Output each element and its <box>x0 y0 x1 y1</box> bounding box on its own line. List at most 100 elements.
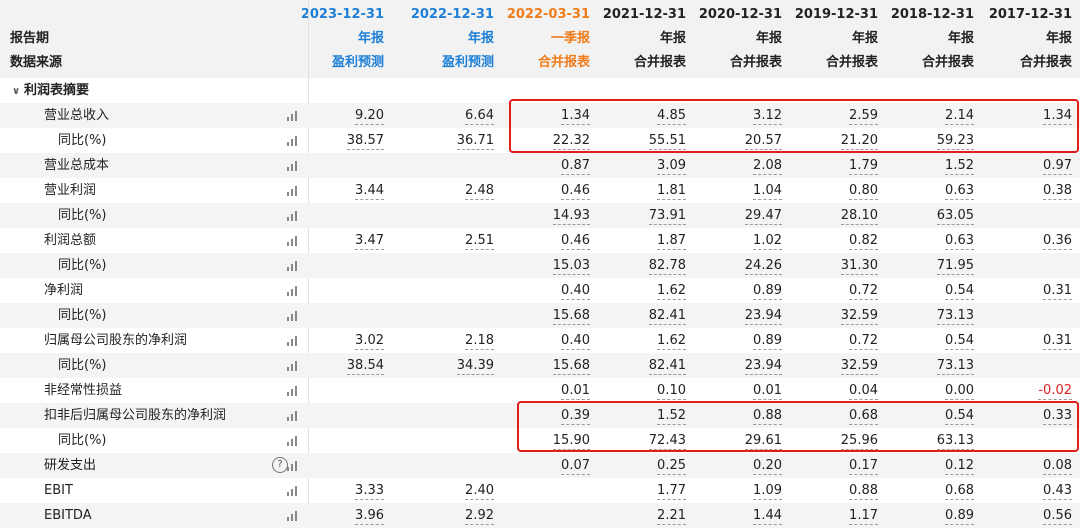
value-cell[interactable]: 0.54 <box>884 278 974 303</box>
value-cell[interactable] <box>404 153 494 178</box>
value-cell[interactable]: 0.33 <box>982 403 1072 428</box>
value-cell[interactable]: 23.94 <box>692 303 782 328</box>
value-cell[interactable]: 20.57 <box>692 128 782 153</box>
value-cell[interactable] <box>404 403 494 428</box>
value-cell[interactable] <box>404 453 494 478</box>
value-cell[interactable]: 0.40 <box>500 278 590 303</box>
value-cell[interactable] <box>294 428 384 453</box>
value-cell[interactable]: 0.31 <box>982 328 1072 353</box>
bar-chart-icon[interactable] <box>287 486 299 496</box>
value-cell[interactable]: 32.59 <box>788 303 878 328</box>
value-cell[interactable]: 38.57 <box>294 128 384 153</box>
bar-chart-icon[interactable] <box>287 336 299 346</box>
value-cell[interactable]: 0.10 <box>596 378 686 403</box>
value-cell[interactable]: 0.82 <box>788 228 878 253</box>
value-cell[interactable]: 36.71 <box>404 128 494 153</box>
value-cell[interactable]: 0.89 <box>692 328 782 353</box>
value-cell[interactable]: 15.03 <box>500 253 590 278</box>
value-cell[interactable]: 21.20 <box>788 128 878 153</box>
value-cell[interactable]: -0.02 <box>982 378 1072 403</box>
value-cell[interactable]: 6.64 <box>404 103 494 128</box>
value-cell[interactable]: 1.62 <box>596 328 686 353</box>
value-cell[interactable]: 1.02 <box>692 228 782 253</box>
value-cell[interactable]: 0.88 <box>788 478 878 503</box>
value-cell[interactable]: 28.10 <box>788 203 878 228</box>
value-cell[interactable] <box>982 353 1072 378</box>
value-cell[interactable]: 0.07 <box>500 453 590 478</box>
value-cell[interactable]: 0.80 <box>788 178 878 203</box>
value-cell[interactable]: 55.51 <box>596 128 686 153</box>
value-cell[interactable]: 22.32 <box>500 128 590 153</box>
value-cell[interactable]: 32.59 <box>788 353 878 378</box>
value-cell[interactable]: 73.13 <box>884 353 974 378</box>
value-cell[interactable]: 1.04 <box>692 178 782 203</box>
section-header-income-summary[interactable]: ∨ 利润表摘要 <box>0 78 1080 103</box>
value-cell[interactable]: 0.01 <box>692 378 782 403</box>
value-cell[interactable]: 0.31 <box>982 278 1072 303</box>
value-cell[interactable]: 2.21 <box>596 503 686 528</box>
value-cell[interactable] <box>982 203 1072 228</box>
value-cell[interactable]: 1.62 <box>596 278 686 303</box>
value-cell[interactable]: 34.39 <box>404 353 494 378</box>
bar-chart-icon[interactable] <box>287 186 299 196</box>
value-cell[interactable]: 1.34 <box>982 103 1072 128</box>
bar-chart-icon[interactable] <box>287 311 299 321</box>
value-cell[interactable] <box>404 203 494 228</box>
value-cell[interactable]: 3.09 <box>596 153 686 178</box>
value-cell[interactable]: 2.18 <box>404 328 494 353</box>
value-cell[interactable]: 82.78 <box>596 253 686 278</box>
value-cell[interactable]: 3.96 <box>294 503 384 528</box>
value-cell[interactable] <box>404 278 494 303</box>
value-cell[interactable]: 0.63 <box>884 178 974 203</box>
value-cell[interactable]: 0.88 <box>692 403 782 428</box>
value-cell[interactable]: 0.63 <box>884 228 974 253</box>
value-cell[interactable]: 1.17 <box>788 503 878 528</box>
bar-chart-icon[interactable] <box>287 411 299 421</box>
bar-chart-icon[interactable] <box>287 436 299 446</box>
value-cell[interactable]: 0.38 <box>982 178 1072 203</box>
value-cell[interactable]: 1.87 <box>596 228 686 253</box>
value-cell[interactable] <box>404 428 494 453</box>
help-icon[interactable]: ? <box>272 457 288 473</box>
value-cell[interactable]: 0.46 <box>500 178 590 203</box>
value-cell[interactable]: 73.91 <box>596 203 686 228</box>
value-cell[interactable] <box>294 303 384 328</box>
value-cell[interactable]: 63.05 <box>884 203 974 228</box>
value-cell[interactable] <box>294 378 384 403</box>
value-cell[interactable]: 73.13 <box>884 303 974 328</box>
value-cell[interactable]: 3.47 <box>294 228 384 253</box>
bar-chart-icon[interactable] <box>287 236 299 246</box>
value-cell[interactable]: 15.90 <box>500 428 590 453</box>
value-cell[interactable]: 15.68 <box>500 353 590 378</box>
collapse-caret-icon[interactable]: ∨ <box>12 86 21 97</box>
value-cell[interactable]: 0.43 <box>982 478 1072 503</box>
value-cell[interactable]: 0.72 <box>788 328 878 353</box>
value-cell[interactable] <box>294 278 384 303</box>
value-cell[interactable] <box>404 303 494 328</box>
value-cell[interactable]: 24.26 <box>692 253 782 278</box>
value-cell[interactable]: 0.68 <box>788 403 878 428</box>
bar-chart-icon[interactable] <box>287 386 299 396</box>
bar-chart-icon[interactable] <box>287 261 299 271</box>
value-cell[interactable]: 72.43 <box>596 428 686 453</box>
value-cell[interactable]: 0.97 <box>982 153 1072 178</box>
value-cell[interactable]: 0.56 <box>982 503 1072 528</box>
value-cell[interactable] <box>294 253 384 278</box>
value-cell[interactable] <box>404 378 494 403</box>
value-cell[interactable]: 2.59 <box>788 103 878 128</box>
value-cell[interactable] <box>982 303 1072 328</box>
value-cell[interactable]: 31.30 <box>788 253 878 278</box>
value-cell[interactable]: 4.85 <box>596 103 686 128</box>
bar-chart-icon[interactable] <box>287 361 299 371</box>
value-cell[interactable]: 0.54 <box>884 403 974 428</box>
value-cell[interactable]: 29.61 <box>692 428 782 453</box>
value-cell[interactable]: 0.01 <box>500 378 590 403</box>
value-cell[interactable]: 15.68 <box>500 303 590 328</box>
value-cell[interactable]: 3.44 <box>294 178 384 203</box>
value-cell[interactable]: 0.04 <box>788 378 878 403</box>
value-cell[interactable] <box>294 203 384 228</box>
value-cell[interactable] <box>404 253 494 278</box>
value-cell[interactable]: 0.89 <box>884 503 974 528</box>
value-cell[interactable]: 0.39 <box>500 403 590 428</box>
value-cell[interactable]: 0.68 <box>884 478 974 503</box>
